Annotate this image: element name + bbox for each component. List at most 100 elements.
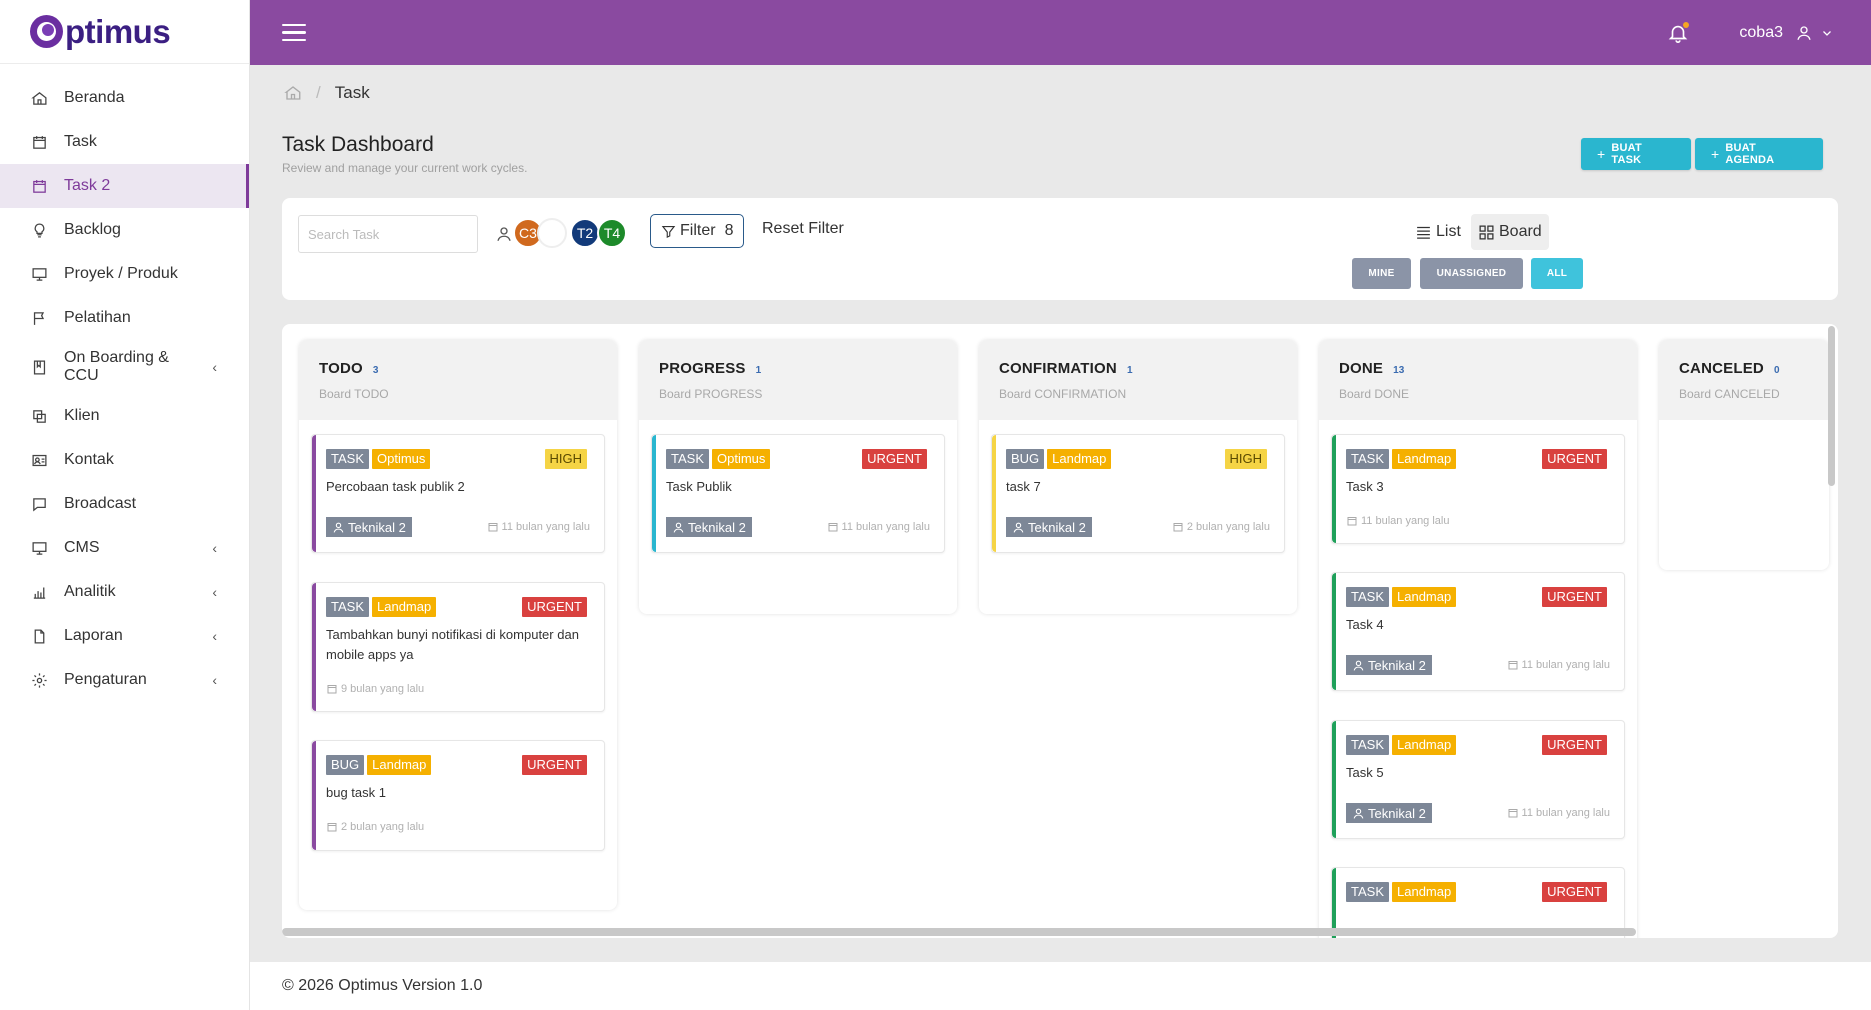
plus-icon: + — [1711, 146, 1720, 162]
column-subtitle: Board PROGRESS — [659, 387, 763, 401]
reset-filter-button[interactable]: Reset Filter — [762, 220, 844, 237]
assignee-badge: Teknikal 2 — [326, 517, 412, 537]
column-count: 0 — [1773, 365, 1780, 376]
username[interactable]: coba3 — [1739, 23, 1783, 41]
card-date: 11 bulan yang lalu — [487, 521, 590, 533]
sidebar-item-klien[interactable]: Klien — [0, 394, 249, 438]
scope-all-button[interactable]: ALL — [1531, 258, 1583, 289]
card-date-text: 2 bulan yang lalu — [341, 821, 425, 833]
task-card[interactable]: TASK Landmap URGENT Task 3 11 bulan yang … — [1331, 434, 1625, 544]
sidebar-item-backlog[interactable]: Backlog — [0, 208, 249, 252]
filter-button[interactable]: Filter 8 — [650, 214, 745, 248]
topbar-user-area: coba3 — [1667, 0, 1833, 65]
column-done: DONE 13 Board DONE TASK Landmap URGENT Tas… — [1319, 340, 1637, 938]
card-status-bar — [1332, 868, 1336, 938]
chevron-down-icon[interactable] — [1821, 27, 1833, 39]
sidebar-item-label: Task — [64, 133, 97, 151]
sidebar-nav: Beranda Task Task 2 Backlog Proyek / Pro… — [0, 64, 249, 702]
project-badge: Landmap — [367, 755, 432, 775]
logo-mark — [30, 15, 63, 48]
user-filter-icon[interactable] — [495, 225, 513, 243]
sidebar-item-beranda[interactable]: Beranda — [0, 76, 249, 120]
task-card[interactable]: TASK Landmap URGENT — [1331, 867, 1625, 938]
task-card[interactable]: TASK Landmap URGENT Task 4 Teknikal 2 11 … — [1331, 572, 1625, 691]
chevron-left-icon: ‹ — [212, 540, 217, 556]
avatar[interactable]: T2 — [570, 218, 600, 248]
avatar[interactable]: T4 — [597, 218, 627, 248]
card-status-bar — [992, 435, 996, 552]
column-title: DONE — [1339, 360, 1384, 377]
create-agenda-button[interactable]: + BUAT AGENDA — [1695, 138, 1823, 170]
sidebar-item-label: Laporan — [64, 627, 123, 645]
view-list-button[interactable]: List — [1408, 214, 1468, 250]
task-card[interactable]: TASK Landmap URGENT Task 5 Teknikal 2 11 … — [1331, 720, 1625, 839]
task-card[interactable]: TASK Landmap URGENT Tambahkan bunyi notif… — [311, 582, 605, 712]
scope-unassigned-button[interactable]: UNASSIGNED — [1420, 258, 1523, 289]
sidebar-item-broadcast[interactable]: Broadcast — [0, 482, 249, 526]
project-badge: Optimus — [712, 449, 771, 469]
calendar-icon — [1508, 661, 1518, 670]
sidebar-item-analitik[interactable]: Analitik ‹ — [0, 570, 249, 614]
card-date: 11 bulan yang lalu — [1346, 515, 1449, 527]
type-badge: TASK — [326, 597, 369, 617]
sidebar-item-laporan[interactable]: Laporan ‹ — [0, 614, 249, 658]
user-icon[interactable] — [1795, 24, 1813, 42]
sidebar-item-task-2[interactable]: Task 2 — [0, 164, 249, 208]
type-badge: TASK — [1346, 735, 1389, 755]
search-input[interactable] — [298, 215, 478, 253]
view-board-button[interactable]: Board — [1471, 214, 1549, 250]
horizontal-scrollbar[interactable] — [282, 928, 1636, 936]
flag-icon — [30, 309, 48, 327]
project-badge: Optimus — [372, 449, 431, 469]
user-icon — [1013, 522, 1024, 533]
filter-icon — [661, 224, 676, 239]
card-status-bar — [1332, 573, 1336, 690]
home-icon[interactable] — [284, 84, 302, 102]
priority-badge: URGENT — [1542, 449, 1607, 469]
scope-mine-button[interactable]: MINE — [1352, 258, 1411, 289]
type-badge: TASK — [666, 449, 709, 469]
create-task-button[interactable]: + BUAT TASK — [1581, 138, 1691, 170]
list-icon — [1417, 226, 1430, 239]
task-card[interactable]: TASK Optimus HIGH Percobaan task publik 2… — [311, 434, 605, 553]
view-board-label: Board — [1499, 223, 1542, 240]
column-count: 3 — [372, 365, 379, 376]
sidebar-item-cms[interactable]: CMS ‹ — [0, 526, 249, 570]
page-subtitle: Review and manage your current work cycl… — [282, 161, 528, 175]
priority-badge: URGENT — [862, 449, 927, 469]
sidebar-item-label: Klien — [64, 407, 100, 425]
column-count: 1 — [755, 365, 762, 376]
sidebar-item-label: Pengaturan — [64, 671, 147, 689]
type-badge: TASK — [1346, 449, 1389, 469]
sidebar-item-label: Task 2 — [64, 177, 111, 195]
avatar[interactable] — [537, 218, 567, 248]
user-icon — [673, 522, 684, 533]
card-date: 11 bulan yang lalu — [1507, 659, 1610, 671]
menu-toggle-icon[interactable] — [282, 23, 306, 42]
type-badge: TASK — [1346, 587, 1389, 607]
lightbulb-icon — [30, 221, 48, 239]
priority-badge: URGENT — [522, 597, 587, 617]
logo[interactable]: ptimus — [0, 0, 249, 64]
sidebar-item-task[interactable]: Task — [0, 120, 249, 164]
priority-badge: HIGH — [1224, 449, 1267, 469]
task-card[interactable]: BUG Landmap HIGH task 7 Teknikal 2 2 bula… — [991, 434, 1285, 553]
sidebar-item-kontak[interactable]: Kontak — [0, 438, 249, 482]
notification-bell-icon[interactable] — [1667, 21, 1690, 44]
task-card[interactable]: TASK Optimus URGENT Task Publik Teknikal … — [651, 434, 945, 553]
sidebar-item-on-boarding[interactable]: On Boarding & CCU ‹ — [0, 340, 249, 394]
calendar-icon — [30, 133, 48, 151]
chevron-left-icon: ‹ — [212, 672, 217, 688]
vertical-scrollbar[interactable] — [1828, 326, 1835, 486]
topbar: coba3 — [250, 0, 1871, 65]
card-title: Tambahkan bunyi notifikasi di komputer d… — [326, 627, 579, 662]
sidebar-item-pelatihan[interactable]: Pelatihan — [0, 296, 249, 340]
sidebar-item-pengaturan[interactable]: Pengaturan ‹ — [0, 658, 249, 702]
priority-badge: HIGH — [544, 449, 587, 469]
sidebar-item-proyek-produk[interactable]: Proyek / Produk — [0, 252, 249, 296]
book-icon — [30, 358, 48, 376]
assignee-name: Teknikal 2 — [348, 519, 406, 535]
column-confirmation: CONFIRMATION 1 Board CONFIRMATION BUG Land… — [979, 340, 1297, 614]
column-header: DONE 13 Board DONE — [1319, 340, 1637, 420]
task-card[interactable]: BUG Landmap URGENT bug task 1 2 bulan yan… — [311, 740, 605, 851]
